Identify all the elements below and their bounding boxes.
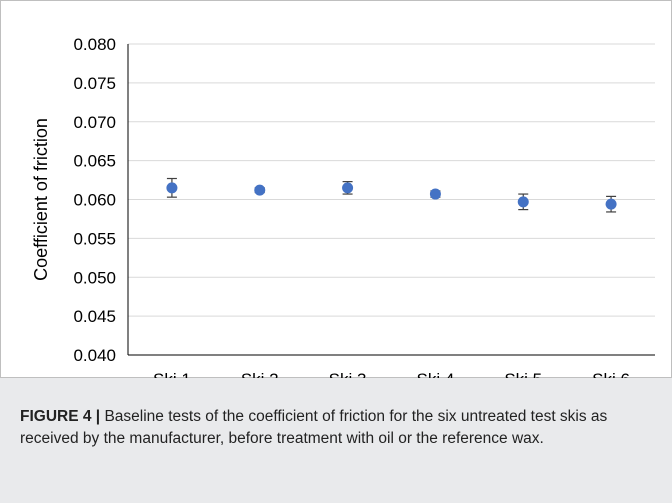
y-tick-labels: 0.080 0.075 0.070 0.065 0.060 0.055 0.050 0.045… <box>73 35 116 365</box>
data-point <box>254 184 266 196</box>
axes <box>127 44 655 356</box>
chart: 0.080 0.075 0.070 0.065 0.060 0.055 0.050 0.045… <box>0 0 672 378</box>
y-tick-label: 0.065 <box>73 152 116 171</box>
data-point <box>429 188 441 200</box>
data-point <box>517 196 529 208</box>
x-tick-label: Ski 6 <box>592 370 630 378</box>
x-tick-label: Ski 4 <box>417 370 455 378</box>
y-tick-label: 0.050 <box>73 268 116 287</box>
x-tick-label: Ski 2 <box>241 370 279 378</box>
y-tick-label: 0.070 <box>73 113 116 132</box>
figure-caption: FIGURE 4 | Baseline tests of the coeffic… <box>0 378 672 503</box>
data-point <box>605 198 617 210</box>
y-tick-label: 0.055 <box>73 229 116 248</box>
y-tick-label: 0.075 <box>73 74 116 93</box>
y-tick-label: 0.080 <box>73 35 116 54</box>
data-point <box>166 182 178 194</box>
data-point <box>342 182 354 194</box>
y-tick-label: 0.060 <box>73 191 116 210</box>
y-axis-title: Coefficient of friction <box>31 118 51 281</box>
y-tick-label: 0.040 <box>73 346 116 365</box>
x-tick-label: Ski 5 <box>504 370 542 378</box>
error-bars <box>166 177 617 213</box>
data-points <box>166 182 617 210</box>
gridlines <box>128 43 655 317</box>
caption-text: Baseline tests of the coefficient of fri… <box>20 408 608 447</box>
y-tick-label: 0.045 <box>73 307 116 326</box>
figure-label: FIGURE 4 | <box>20 408 101 425</box>
x-tick-label: Ski 3 <box>329 370 367 378</box>
x-tick-labels: Ski 1 Ski 2 Ski 3 Ski 4 Ski 5 Ski 6 <box>153 370 630 378</box>
x-tick-label: Ski 1 <box>153 370 191 378</box>
